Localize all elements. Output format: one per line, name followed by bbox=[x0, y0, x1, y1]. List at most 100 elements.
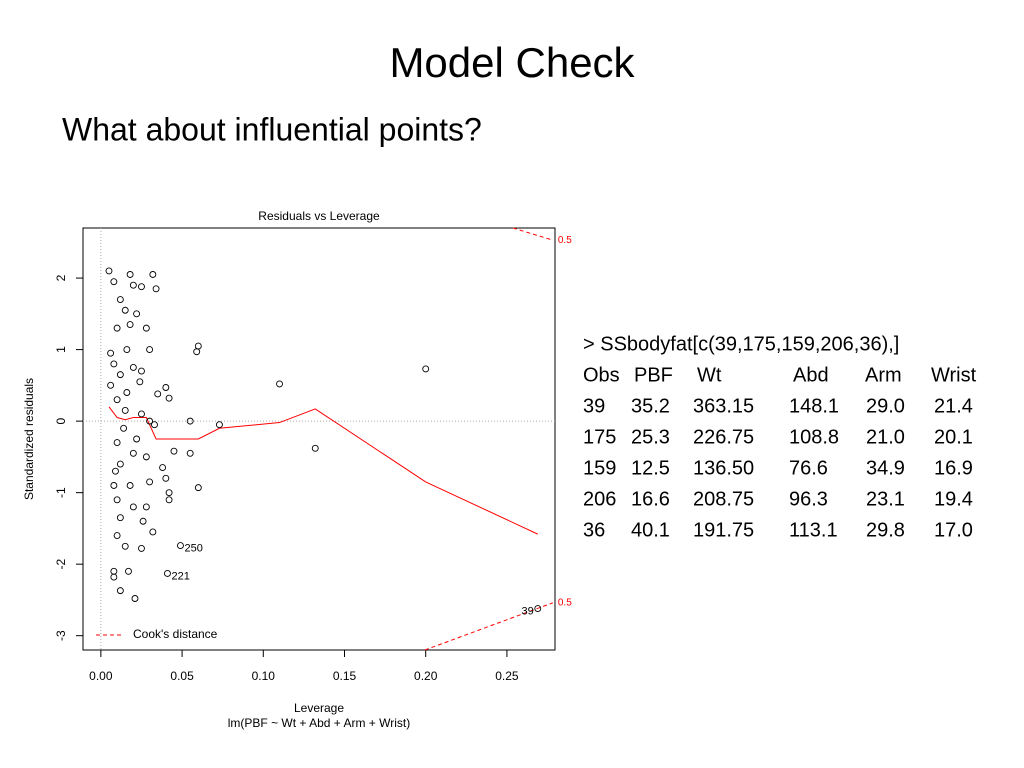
point bbox=[107, 349, 115, 357]
table-cell: 113.1 bbox=[789, 519, 838, 541]
point-label: 250 bbox=[184, 542, 202, 554]
point bbox=[129, 364, 137, 371]
point bbox=[129, 449, 137, 457]
table-header: Wrist bbox=[931, 364, 977, 386]
y-tick-label: -1 bbox=[54, 487, 68, 498]
point bbox=[116, 587, 124, 595]
point bbox=[138, 544, 145, 552]
table-cell: 25.3 bbox=[631, 426, 670, 448]
point bbox=[113, 496, 121, 504]
caption: lm(PBF ~ Wt + Abd + Arm + Wrist) bbox=[228, 716, 410, 730]
table-cell: 17.0 bbox=[934, 519, 973, 541]
point bbox=[120, 424, 128, 432]
table-header: PBF bbox=[634, 364, 673, 386]
point bbox=[146, 417, 154, 425]
slide-subtitle: What about influential points? bbox=[62, 111, 482, 147]
point bbox=[129, 503, 137, 511]
table-cell: 21.0 bbox=[866, 426, 905, 448]
y-tick-label: 2 bbox=[54, 274, 68, 281]
table-cell: 20.1 bbox=[934, 426, 973, 448]
table-cell: 16.6 bbox=[631, 488, 670, 510]
point bbox=[131, 595, 139, 602]
y-tick-label: -3 bbox=[54, 630, 68, 641]
point bbox=[133, 310, 141, 318]
table-cell: 108.8 bbox=[789, 426, 839, 448]
point bbox=[146, 478, 154, 486]
table-cell: 206 bbox=[583, 488, 616, 510]
x-tick-label: 0.15 bbox=[333, 669, 357, 683]
table-cell: 208.75 bbox=[693, 488, 754, 510]
x-tick-label: 0.05 bbox=[170, 669, 194, 683]
point-label: 221 bbox=[171, 570, 189, 582]
table-cell: 12.5 bbox=[631, 457, 670, 479]
point bbox=[152, 285, 160, 293]
point bbox=[133, 435, 141, 443]
point bbox=[186, 417, 194, 425]
table-cell: 226.75 bbox=[693, 426, 754, 448]
table-header: Wt bbox=[697, 364, 722, 386]
table-cell: 35.2 bbox=[631, 395, 670, 417]
point bbox=[149, 271, 157, 278]
y-tick-label: 0 bbox=[54, 417, 68, 424]
x-tick-label: 0.10 bbox=[252, 669, 276, 683]
table-header: Arm bbox=[865, 364, 902, 386]
table-cell: 23.1 bbox=[866, 488, 905, 510]
point bbox=[121, 306, 129, 314]
table-cell: 29.8 bbox=[866, 519, 905, 541]
point bbox=[276, 380, 283, 388]
table-cell: 21.4 bbox=[934, 395, 973, 417]
y-axis-label: Standardized residuals bbox=[22, 378, 36, 500]
point bbox=[116, 460, 124, 468]
table-cell: 36 bbox=[583, 519, 605, 541]
point bbox=[110, 278, 118, 286]
table-cell: 191.75 bbox=[693, 519, 754, 541]
table-cell: 148.1 bbox=[789, 395, 839, 417]
table-cell: 39 bbox=[583, 395, 605, 417]
point bbox=[112, 467, 119, 475]
console-command: > SSbodyfat[c(39,175,159,206,36),] bbox=[583, 333, 899, 355]
point bbox=[142, 324, 150, 332]
point bbox=[142, 453, 150, 461]
point bbox=[177, 542, 184, 550]
smooth-line bbox=[108, 406, 538, 535]
point bbox=[126, 321, 134, 329]
point bbox=[154, 390, 162, 398]
point bbox=[162, 474, 170, 482]
table-cell: 136.50 bbox=[693, 457, 754, 479]
point bbox=[123, 346, 131, 354]
point bbox=[113, 324, 121, 332]
point bbox=[129, 281, 137, 289]
point bbox=[142, 503, 150, 511]
chart-title: Residuals vs Leverage bbox=[258, 209, 380, 223]
table-cell: 29.0 bbox=[866, 395, 905, 417]
table-cell: 19.4 bbox=[934, 488, 973, 510]
table-cell: 16.9 bbox=[934, 457, 973, 479]
point bbox=[138, 410, 145, 418]
point bbox=[116, 296, 124, 303]
point bbox=[215, 421, 223, 429]
point bbox=[105, 267, 113, 275]
point bbox=[138, 367, 145, 375]
point bbox=[193, 348, 201, 356]
point bbox=[139, 517, 147, 525]
x-tick-label: 0.20 bbox=[414, 669, 438, 683]
point bbox=[146, 346, 154, 354]
point bbox=[159, 464, 167, 472]
table-header: Abd bbox=[793, 364, 829, 386]
point bbox=[186, 449, 194, 457]
point bbox=[113, 439, 121, 447]
point bbox=[110, 482, 118, 489]
x-axis-label: Leverage bbox=[294, 701, 344, 715]
point bbox=[311, 444, 319, 452]
point bbox=[116, 514, 124, 522]
point bbox=[534, 605, 542, 612]
point bbox=[165, 394, 173, 402]
point bbox=[164, 570, 171, 577]
x-tick-label: 0.25 bbox=[495, 669, 519, 683]
point bbox=[194, 484, 202, 492]
point bbox=[170, 447, 178, 455]
point bbox=[116, 371, 124, 379]
table-cell: 363.15 bbox=[693, 395, 754, 417]
point bbox=[126, 482, 134, 489]
